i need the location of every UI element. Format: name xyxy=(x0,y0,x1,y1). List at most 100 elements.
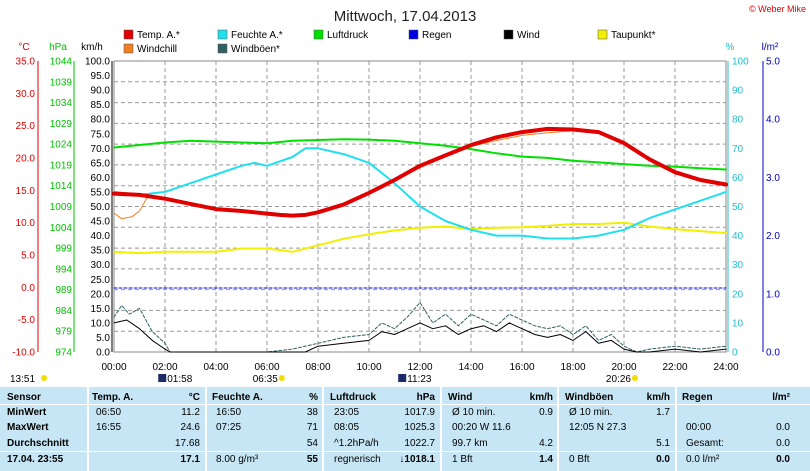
humidity-tick-label: 100 xyxy=(732,57,749,68)
temp-tick-label: -10.0 xyxy=(12,348,35,359)
stat-label-temp: 06:50 xyxy=(96,407,122,418)
stat-value-boeen: 1.7 xyxy=(656,407,670,418)
temp-tick-label: 0.0 xyxy=(21,283,35,294)
column-header-temp: Temp. A. xyxy=(92,392,134,403)
stat-label-feuchte: 16:50 xyxy=(216,407,242,418)
sun-icon xyxy=(278,375,285,381)
sun-time-label: 06:35 xyxy=(253,374,278,385)
legend-label: Luftdruck xyxy=(327,30,369,41)
stat-label-temp: 16:55 xyxy=(96,422,122,433)
row-label-min: MinWert xyxy=(7,407,47,418)
moon-time-label: 01:58 xyxy=(167,374,192,385)
wind-tick-label: 55.0 xyxy=(91,187,111,198)
wind-tick-label: 90.0 xyxy=(91,86,111,97)
wind-tick-label: 50.0 xyxy=(91,202,111,213)
pressure-tick-label: 994 xyxy=(55,264,72,275)
wind-tick-label: 45.0 xyxy=(91,217,111,228)
wind-tick-label: 40.0 xyxy=(91,231,111,242)
temp-tick-label: 10.0 xyxy=(16,218,36,229)
pressure-tick-label: 974 xyxy=(55,348,72,359)
wind-tick-label: 70.0 xyxy=(91,144,111,155)
series-line-wind xyxy=(113,319,727,353)
stat-value-boeen: 0.0 xyxy=(656,454,670,465)
x-tick-label: 24:00 xyxy=(713,362,738,373)
rain-tick-label: 3.0 xyxy=(766,173,780,184)
stat-value-regen: 0.0 xyxy=(776,454,790,465)
column-unit-wind: km/h xyxy=(529,392,553,403)
legend-label: Regen xyxy=(422,30,451,41)
wind-tick-label: 100.0 xyxy=(85,57,110,68)
row-label-max: MaxWert xyxy=(7,422,49,433)
column-separator xyxy=(557,387,559,471)
pressure-tick-label: 1004 xyxy=(50,223,73,234)
row-label-avg: Durchschnitt xyxy=(7,438,69,449)
wind-tick-label: 20.0 xyxy=(91,289,111,300)
legend-label: Feuchte A.* xyxy=(231,30,283,41)
x-tick-label: 20:00 xyxy=(611,362,636,373)
row-separator xyxy=(0,404,810,405)
wind-unit-label: km/h xyxy=(81,42,103,53)
x-tick-label: 00:00 xyxy=(101,362,126,373)
sunrise-time-label: 13:51 xyxy=(10,374,35,385)
stat-value-druck: 1022.7 xyxy=(404,438,435,449)
pressure-tick-label: 999 xyxy=(55,244,72,255)
statistics-table: Sensor MinWert MaxWert Durchschnitt 17.0… xyxy=(0,387,810,471)
stat-label-boeen: 12:05 N 27.3 xyxy=(569,422,627,433)
column-header-feuchte: Feuchte A. xyxy=(212,392,263,403)
legend-swatch xyxy=(217,29,228,40)
wind-tick-label: 85.0 xyxy=(91,100,111,111)
legend-label: Windchill xyxy=(137,44,177,55)
pressure-tick-label: 1044 xyxy=(50,57,73,68)
stat-label-boeen: 0 Bft xyxy=(569,454,590,465)
temp-tick-label: 35.0 xyxy=(16,57,36,68)
stat-value-temp: 17.1 xyxy=(180,454,200,465)
wind-tick-label: 25.0 xyxy=(91,275,111,286)
row-label-sensor: Sensor xyxy=(7,392,41,403)
legend-swatch xyxy=(123,29,134,40)
pressure-tick-label: 1009 xyxy=(50,202,73,213)
temp-tick-label: 15.0 xyxy=(16,186,36,197)
column-separator xyxy=(440,387,442,471)
stat-value-regen: 0.0 xyxy=(776,422,790,433)
pressure-tick-label: 1034 xyxy=(50,98,73,109)
x-tick-label: 12:00 xyxy=(407,362,432,373)
humidity-tick-label: 40 xyxy=(732,231,744,242)
stat-label-druck: 08:05 xyxy=(334,422,360,433)
rain-tick-label: 4.0 xyxy=(766,115,780,126)
temp-unit-label: °C xyxy=(18,42,29,53)
stat-value-boeen: 5.1 xyxy=(656,438,670,449)
column-header-druck: Luftdruck xyxy=(330,392,377,403)
temp-tick-label: 30.0 xyxy=(16,89,36,100)
row-label-current: 17.04. 23:55 xyxy=(7,454,64,465)
stat-label-regen: 0.0 l/m² xyxy=(686,454,720,465)
temp-tick-label: -5.0 xyxy=(18,315,36,326)
moon-icon xyxy=(398,374,407,382)
stat-value-druck: ↓1018.1 xyxy=(399,454,435,465)
pressure-tick-label: 1014 xyxy=(50,181,73,192)
stat-value-feuchte: 55 xyxy=(306,454,318,465)
wind-tick-label: 95.0 xyxy=(91,71,111,82)
stat-label-wind: 1 Bft xyxy=(452,454,473,465)
stat-label-regen: 00:00 xyxy=(686,422,712,433)
humidity-tick-label: 30 xyxy=(732,260,744,271)
humidity-unit-label: % xyxy=(726,42,735,53)
stat-label-regen: Gesamt: xyxy=(686,438,724,449)
wind-tick-label: 65.0 xyxy=(91,158,111,169)
rain-unit-label: l/m² xyxy=(762,42,779,53)
legend-swatch xyxy=(597,29,608,40)
column-separator xyxy=(205,387,207,471)
rain-tick-label: 2.0 xyxy=(766,231,780,242)
stat-label-druck: ^1.2hPa/h xyxy=(334,438,379,449)
humidity-tick-label: 70 xyxy=(732,144,744,155)
legend-swatch xyxy=(217,43,228,54)
sun-icon xyxy=(41,375,47,381)
stat-value-feuchte: 38 xyxy=(306,407,318,418)
pressure-tick-label: 1024 xyxy=(50,140,73,151)
humidity-tick-label: 80 xyxy=(732,115,744,126)
stat-value-druck: 1017.9 xyxy=(404,407,435,418)
x-tick-label: 18:00 xyxy=(560,362,585,373)
wind-tick-label: 75.0 xyxy=(91,129,111,140)
x-tick-label: 10:00 xyxy=(356,362,381,373)
temp-tick-label: 5.0 xyxy=(21,251,35,262)
column-header-wind: Wind xyxy=(448,392,473,403)
